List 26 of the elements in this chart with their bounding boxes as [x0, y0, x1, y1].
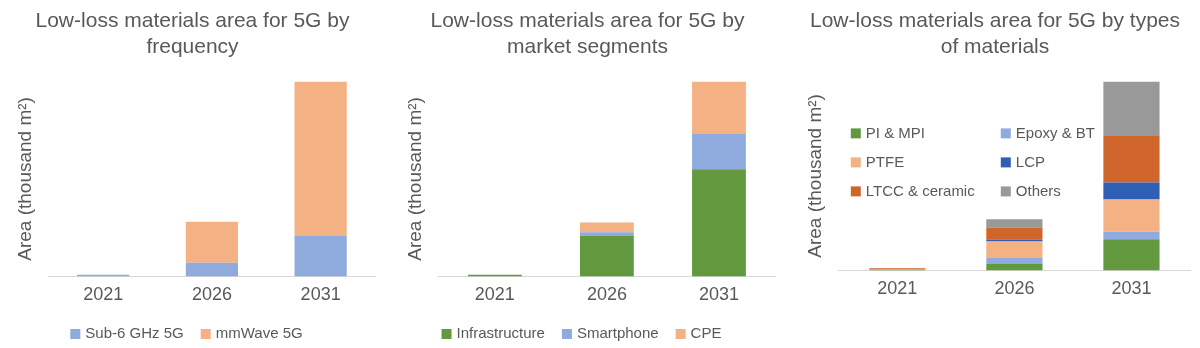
x-tick-label: 2026 — [586, 284, 627, 305]
legend-label: LTCC & ceramic — [865, 181, 976, 199]
legend-label: Infrastructure — [456, 324, 545, 342]
x-tick-label: 2021 — [83, 284, 124, 305]
legend-label: Smartphone — [576, 324, 659, 342]
y-axis-title: Area (thousand m²) — [803, 94, 825, 258]
legend-label: Epoxy & BT — [1015, 123, 1095, 141]
y-axis-title: Area (thousand m²) — [13, 97, 35, 261]
y-axis-title: Area (thousand m²) — [403, 97, 425, 261]
legend-label: CPE — [690, 324, 722, 342]
x-tick-label: 2026 — [191, 284, 232, 305]
x-tick-label: 2021 — [474, 284, 515, 305]
chart-title: Low-loss materials area for 5G by market segments — [430, 8, 745, 57]
x-tick-label: 2031 — [300, 284, 341, 305]
chart-title: Low-loss materials area for 5G by frequency — [35, 8, 350, 57]
x-tick-label: 2031 — [1111, 278, 1152, 299]
legend-label: PI & MPI — [865, 123, 925, 141]
legend-label: mmWave 5G — [215, 324, 303, 342]
legend-label: Others — [1015, 181, 1061, 199]
legend-label: LCP — [1015, 152, 1045, 170]
x-tick-label: 2026 — [994, 278, 1035, 299]
x-tick-label: 2021 — [877, 278, 918, 299]
x-tick-label: 2031 — [698, 284, 739, 305]
legend-label: Sub-6 GHz 5G — [85, 324, 184, 342]
chart-title: Low-loss materials area for 5G by types of materials — [810, 8, 1180, 57]
legend-label: PTFE — [865, 152, 905, 170]
